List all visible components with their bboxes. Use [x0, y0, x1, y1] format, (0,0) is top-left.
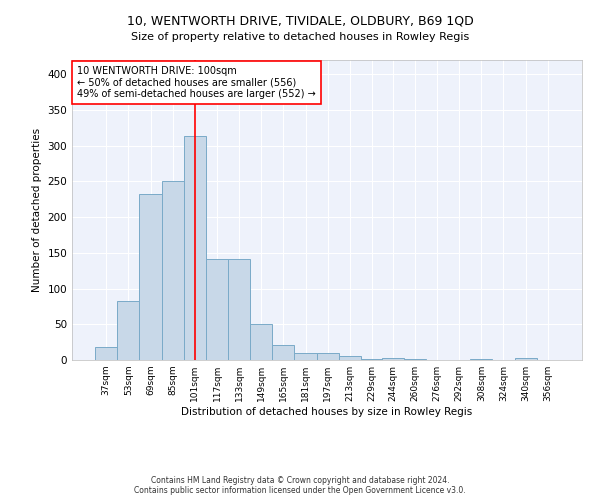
Text: 10 WENTWORTH DRIVE: 100sqm
← 50% of detached houses are smaller (556)
49% of sem: 10 WENTWORTH DRIVE: 100sqm ← 50% of deta… — [77, 66, 316, 99]
Bar — [206, 258, 228, 360]
Bar — [382, 358, 404, 360]
Bar — [228, 260, 250, 360]
Bar — [295, 353, 317, 360]
Bar — [139, 194, 161, 360]
Bar — [95, 347, 118, 360]
Bar — [184, 136, 206, 360]
Bar — [272, 345, 295, 360]
Bar — [317, 353, 339, 360]
Text: Size of property relative to detached houses in Rowley Regis: Size of property relative to detached ho… — [131, 32, 469, 42]
Bar — [250, 324, 272, 360]
Text: Contains HM Land Registry data © Crown copyright and database right 2024.
Contai: Contains HM Land Registry data © Crown c… — [134, 476, 466, 495]
Bar — [118, 302, 139, 360]
Y-axis label: Number of detached properties: Number of detached properties — [32, 128, 42, 292]
Text: 10, WENTWORTH DRIVE, TIVIDALE, OLDBURY, B69 1QD: 10, WENTWORTH DRIVE, TIVIDALE, OLDBURY, … — [127, 15, 473, 28]
Bar — [515, 358, 536, 360]
X-axis label: Distribution of detached houses by size in Rowley Regis: Distribution of detached houses by size … — [181, 407, 473, 417]
Bar — [161, 180, 184, 360]
Bar — [339, 356, 361, 360]
